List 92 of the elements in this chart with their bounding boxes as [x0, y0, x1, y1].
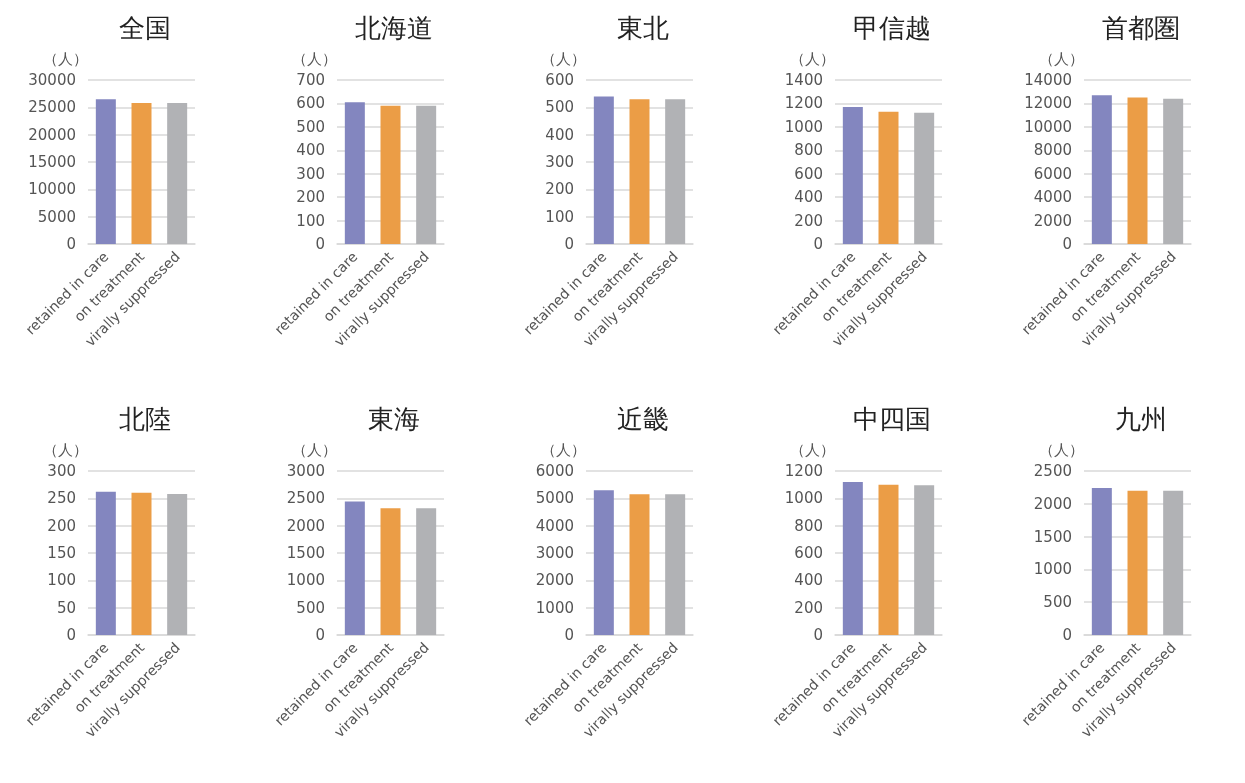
y-tick-label: 10000: [28, 180, 76, 199]
chart-title: 首都圏: [1102, 13, 1180, 43]
y-tick-label: 2500: [286, 489, 325, 508]
y-axis-title: （人）: [1039, 440, 1084, 459]
y-tick-label: 0: [1062, 235, 1072, 253]
y-axis-title: （人）: [790, 440, 835, 459]
y-tick-label: 100: [296, 211, 325, 230]
y-tick-label: 400: [545, 125, 574, 144]
y-tick-label: 0: [66, 235, 76, 253]
y-axis-title: （人）: [43, 440, 88, 459]
y-tick-label: 2000: [535, 571, 574, 590]
y-tick-label: 0: [315, 235, 325, 253]
y-tick-label: 0: [66, 626, 76, 644]
y-tick-label: 4000: [535, 516, 574, 535]
y-tick-label: 1000: [1033, 560, 1072, 579]
y-tick-label: 200: [545, 180, 574, 199]
y-tick-label: 2000: [1033, 211, 1072, 230]
y-tick-label: 30000: [28, 71, 76, 89]
chart-title: 北海道: [355, 13, 433, 43]
y-axis-title: （人）: [43, 49, 88, 68]
y-tick-label: 2000: [286, 516, 325, 535]
chart-title: 甲信越: [853, 13, 931, 43]
y-tick-label: 1000: [784, 489, 823, 508]
y-tick-label: 0: [564, 626, 574, 644]
y-tick-label: 250: [47, 489, 76, 508]
y-tick-label: 0: [1062, 626, 1072, 644]
y-tick-label: 1000: [784, 117, 823, 136]
chart-title: 中四国: [853, 404, 931, 434]
y-axis-title: （人）: [292, 440, 337, 459]
y-tick-label: 700: [296, 71, 325, 89]
y-tick-label: 600: [794, 544, 823, 562]
y-tick-label: 200: [47, 516, 76, 535]
y-tick-label: 6000: [535, 462, 574, 480]
y-tick-label: 0: [813, 235, 823, 253]
y-tick-label: 400: [794, 571, 823, 590]
y-tick-label: 5000: [535, 489, 574, 508]
y-tick-label: 600: [296, 94, 325, 113]
y-tick-label: 1000: [535, 598, 574, 617]
y-tick-label: 20000: [28, 125, 76, 144]
y-tick-label: 6000: [1033, 164, 1072, 183]
y-tick-label: 500: [296, 598, 325, 617]
y-tick-label: 0: [564, 235, 574, 253]
y-tick-label: 1200: [784, 94, 823, 113]
y-tick-label: 300: [296, 164, 325, 183]
y-tick-label: 200: [296, 188, 325, 207]
y-tick-label: 150: [47, 544, 76, 562]
y-axis-title: （人）: [541, 49, 586, 68]
chart-title: 九州: [1115, 404, 1167, 434]
y-tick-label: 600: [794, 164, 823, 183]
y-axis-title: （人）: [541, 440, 586, 459]
chart-title: 近畿: [617, 404, 669, 434]
y-tick-label: 1000: [286, 571, 325, 590]
y-tick-label: 300: [545, 153, 574, 171]
y-axis-title: （人）: [790, 49, 835, 68]
y-tick-label: 500: [296, 117, 325, 136]
y-tick-label: 8000: [1033, 141, 1072, 160]
chart-title: 東海: [368, 404, 420, 434]
y-tick-label: 2500: [1033, 462, 1072, 480]
y-tick-label: 1200: [784, 462, 823, 480]
y-tick-label: 600: [545, 71, 574, 89]
y-tick-label: 3000: [286, 462, 325, 480]
y-tick-label: 0: [813, 626, 823, 644]
y-tick-label: 100: [47, 571, 76, 590]
y-tick-label: 100: [545, 207, 574, 226]
y-tick-label: 5000: [37, 207, 76, 226]
y-tick-label: 800: [794, 516, 823, 535]
y-tick-label: 200: [794, 211, 823, 230]
y-tick-label: 4000: [1033, 188, 1072, 207]
y-tick-label: 1500: [1033, 527, 1072, 546]
y-tick-label: 200: [794, 598, 823, 617]
y-tick-label: 12000: [1024, 94, 1072, 113]
chart-title: 全国: [119, 13, 171, 43]
y-tick-label: 800: [794, 141, 823, 160]
y-tick-label: 50: [56, 598, 76, 617]
y-tick-label: 3000: [535, 544, 574, 562]
y-tick-label: 25000: [28, 98, 76, 117]
y-tick-label: 2000: [1033, 494, 1072, 513]
y-axis-title: （人）: [1039, 49, 1084, 68]
y-tick-label: 14000: [1024, 71, 1072, 89]
y-tick-label: 1400: [784, 71, 823, 89]
y-tick-label: 400: [296, 141, 325, 160]
y-tick-label: 500: [1043, 593, 1072, 612]
y-tick-label: 15000: [28, 153, 76, 171]
y-tick-label: 300: [47, 462, 76, 480]
y-tick-label: 0: [315, 626, 325, 644]
y-axis-title: （人）: [292, 49, 337, 68]
y-tick-label: 400: [794, 188, 823, 207]
chart-title: 北陸: [119, 404, 171, 434]
y-tick-label: 1500: [286, 544, 325, 562]
y-tick-label: 500: [545, 98, 574, 117]
y-tick-label: 10000: [1024, 117, 1072, 136]
chart-title: 東北: [617, 13, 669, 43]
